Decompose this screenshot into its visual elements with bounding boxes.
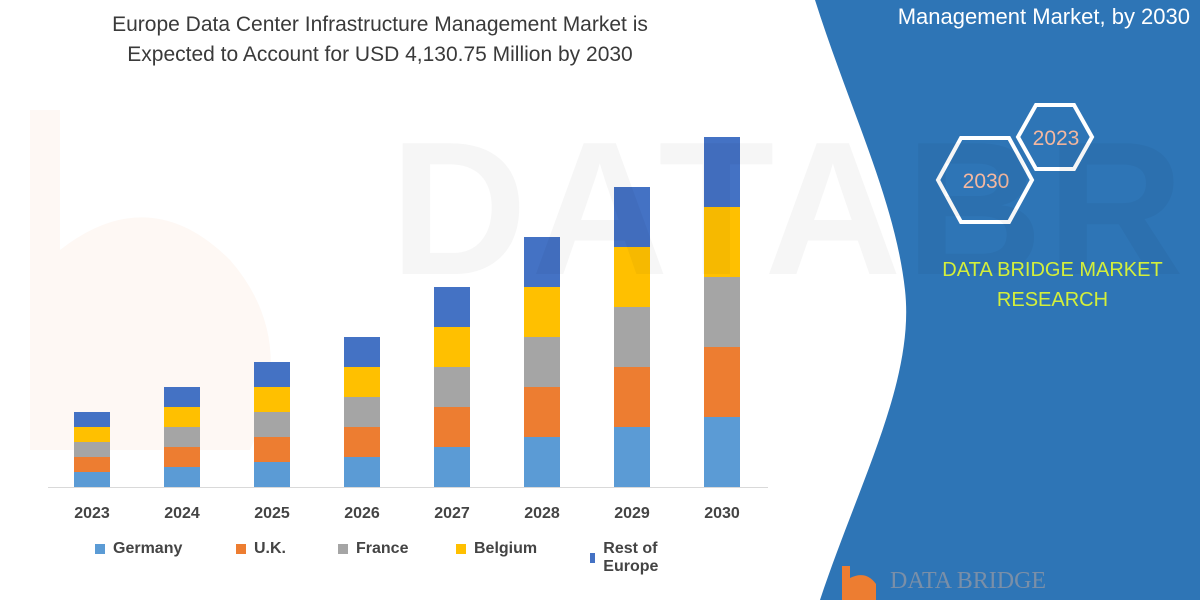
bar-2030-belgium — [704, 207, 740, 277]
legend-item: Rest of Europe — [590, 540, 663, 576]
bar-2028-rest-of-europe — [524, 237, 560, 287]
bar-2030-france — [704, 277, 740, 347]
bar-2023-belgium — [74, 427, 110, 442]
bar-2029-rest-of-europe — [614, 187, 650, 247]
bar-2026-rest-of-europe — [344, 337, 380, 367]
bar-2030-rest-of-europe — [704, 137, 740, 207]
bar-2023-france — [74, 442, 110, 457]
x-tick-label: 2028 — [524, 505, 560, 522]
legend-item: France — [338, 540, 408, 558]
title-line-1: Europe Data Center Infrastructure Manage… — [112, 13, 648, 36]
legend-item: Germany — [95, 540, 182, 558]
x-tick-label: 2025 — [254, 505, 290, 522]
hexagon-2030 — [935, 136, 1035, 224]
bar-2025-france — [254, 412, 290, 437]
legend-label: Rest of Europe — [603, 540, 659, 575]
legend-item: Belgium — [456, 540, 537, 558]
x-tick-label: 2026 — [344, 505, 380, 522]
legend-swatch — [236, 544, 246, 554]
legend-swatch — [95, 544, 105, 554]
legend-item: U.K. — [236, 540, 286, 558]
chart: 2023 2024 2025 2026 2027 2028 2029 2030 — [48, 137, 768, 522]
x-tick-label: 2029 — [614, 505, 650, 522]
legend-swatch — [590, 553, 596, 563]
bar-2024-germany — [164, 467, 200, 487]
bar-2028-france — [524, 337, 560, 387]
bar-2028-u-k- — [524, 387, 560, 437]
logo-icon — [842, 566, 876, 600]
bar-2029-u-k- — [614, 367, 650, 427]
legend-label: Belgium — [474, 540, 538, 557]
x-tick-label: 2027 — [434, 505, 470, 522]
x-tick-label: 2030 — [704, 505, 740, 522]
watermark-logo — [30, 110, 271, 450]
brand-line-2: RESEARCH — [996, 289, 1109, 311]
bar-2027-france — [434, 367, 470, 407]
bar-2023-germany — [74, 472, 110, 487]
bar-2025-rest-of-europe — [254, 362, 290, 387]
x-tick-label: 2024 — [164, 505, 200, 522]
bar-2030-u-k- — [704, 347, 740, 417]
bar-2030-germany — [704, 417, 740, 487]
hexagon-2023 — [1015, 103, 1095, 171]
bar-2023-rest-of-europe — [74, 412, 110, 427]
bar-2029-germany — [614, 427, 650, 487]
bar-2027-belgium — [434, 327, 470, 367]
legend-label: France — [356, 540, 409, 557]
bar-2029-belgium — [614, 247, 650, 307]
bar-2029-france — [614, 307, 650, 367]
x-tick-label: 2023 — [74, 505, 110, 522]
side-panel-title: Management Market, by 2030 — [897, 4, 1190, 29]
legend-label: Germany — [113, 540, 183, 557]
side-panel — [815, 0, 1200, 600]
bar-2025-belgium — [254, 387, 290, 412]
bar-2024-rest-of-europe — [164, 387, 200, 407]
hex-label-2023: 2023 — [1033, 127, 1080, 150]
brand-line-1: DATA BRIDGE MARKET — [942, 259, 1163, 281]
title-line-2: Expected to Account for USD 4,130.75 Mil… — [127, 43, 633, 66]
bar-2028-belgium — [524, 287, 560, 337]
bar-2027-germany — [434, 447, 470, 487]
bar-2028-germany — [524, 437, 560, 487]
bar-2026-germany — [344, 457, 380, 487]
legend-swatch — [456, 544, 466, 554]
bar-2027-u-k- — [434, 407, 470, 447]
bar-2024-france — [164, 427, 200, 447]
bar-2026-u-k- — [344, 427, 380, 457]
bar-2027-rest-of-europe — [434, 287, 470, 327]
bar-2025-germany — [254, 462, 290, 487]
bar-2026-belgium — [344, 367, 380, 397]
bar-2023-u-k- — [74, 457, 110, 472]
bar-2026-france — [344, 397, 380, 427]
bar-2024-u-k- — [164, 447, 200, 467]
brand-text: DATA BRIDGE MARKET RESEARCH — [910, 255, 1195, 315]
bar-2025-u-k- — [254, 437, 290, 462]
legend-swatch — [338, 544, 348, 554]
hex-label-2030: 2030 — [963, 170, 1010, 193]
logo-text: DATA BRIDGE — [890, 568, 1047, 594]
bar-2024-belgium — [164, 407, 200, 427]
chart-title: Europe Data Center Infrastructure Manage… — [40, 10, 720, 70]
legend-label: U.K. — [254, 540, 286, 557]
